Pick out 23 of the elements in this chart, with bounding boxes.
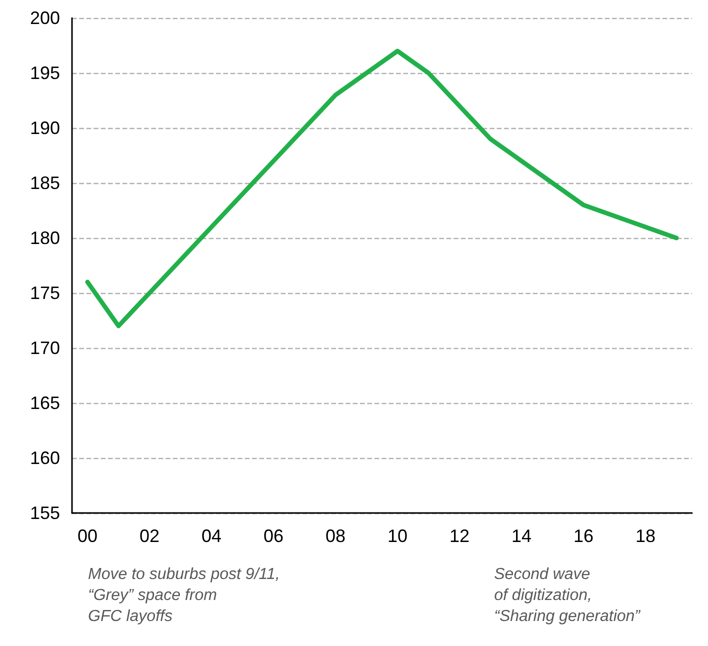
y-tick-label: 190 <box>30 118 60 138</box>
x-tick-label: 14 <box>511 526 532 546</box>
y-tick-label: 185 <box>30 173 60 193</box>
x-tick-label: 08 <box>325 526 346 546</box>
line-series <box>85 48 679 328</box>
y-tick-label: 175 <box>30 283 60 303</box>
y-tick-label: 155 <box>30 503 60 523</box>
x-tick-label: 04 <box>201 526 222 546</box>
x-tick-label: 10 <box>387 526 408 546</box>
y-tick-label: 160 <box>30 448 60 468</box>
text: Move to suburbs post 9/11, “Grey” space from GFC layoffs <box>88 566 280 625</box>
x-tick-label: 00 <box>77 526 98 546</box>
x-tick-label: 02 <box>139 526 160 546</box>
y-tick-label: 180 <box>30 228 60 248</box>
y-tick-label: 195 <box>30 63 60 83</box>
y-tick-label: 170 <box>30 338 60 358</box>
x-tick-label: 12 <box>449 526 470 546</box>
x-tick-label: 06 <box>263 526 284 546</box>
x-tick-label: 16 <box>573 526 594 546</box>
x-tick-label: 18 <box>635 526 656 546</box>
y-tick-label: 200 <box>30 8 60 28</box>
y-tick-label: 165 <box>30 393 60 413</box>
text: Second wave of digitization, “Sharing generation” <box>494 566 641 625</box>
